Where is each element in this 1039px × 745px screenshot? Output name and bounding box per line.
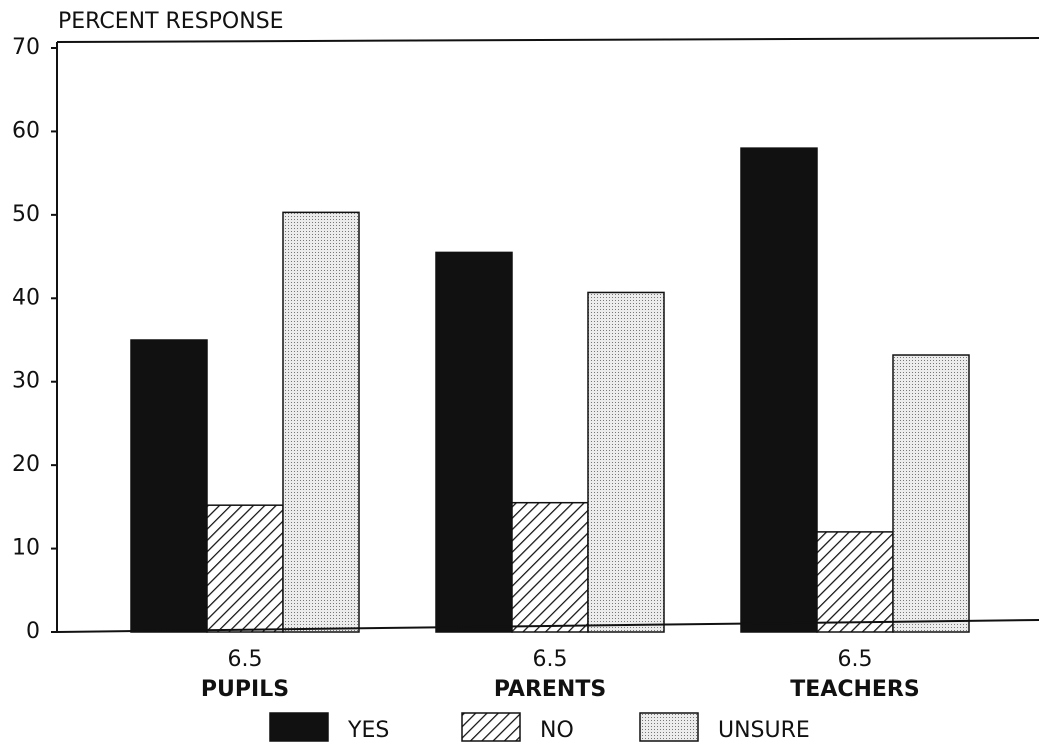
y-tick-label: 40 (12, 285, 40, 310)
category-code: 6.5 (533, 647, 568, 672)
bar (282, 211, 360, 633)
bar (511, 501, 589, 633)
y-tick-label: 30 (12, 369, 40, 394)
bar (816, 531, 894, 633)
x-tick-label: PUPILS (201, 677, 289, 702)
y-tick-label: 0 (26, 619, 40, 644)
legend-label: UNSURE (718, 718, 810, 743)
bar (435, 251, 513, 633)
y-tick-label: 20 (12, 452, 40, 477)
category-code: 6.5 (228, 647, 263, 672)
category-code: 6.5 (838, 647, 873, 672)
legend-label: NO (540, 718, 574, 743)
y-axis-label: PERCENT RESPONSE (58, 9, 284, 34)
y-tick-label: 70 (12, 35, 40, 60)
bar (740, 147, 818, 633)
y-tick-label: 60 (12, 118, 40, 143)
y-tick-label: 50 (12, 202, 40, 227)
axis-line (56, 619, 1039, 633)
x-tick-label: PARENTS (494, 677, 606, 702)
bar (587, 291, 665, 633)
legend-swatch (269, 712, 329, 742)
axis-line (56, 37, 1039, 43)
legend-swatch (639, 712, 699, 742)
bar (892, 354, 970, 633)
legend-label: YES (347, 718, 389, 743)
y-tick-label: 10 (12, 536, 40, 561)
bar (206, 504, 284, 633)
legend-swatch (461, 712, 521, 742)
x-tick-label: TEACHERS (790, 677, 919, 702)
bar (130, 339, 208, 633)
